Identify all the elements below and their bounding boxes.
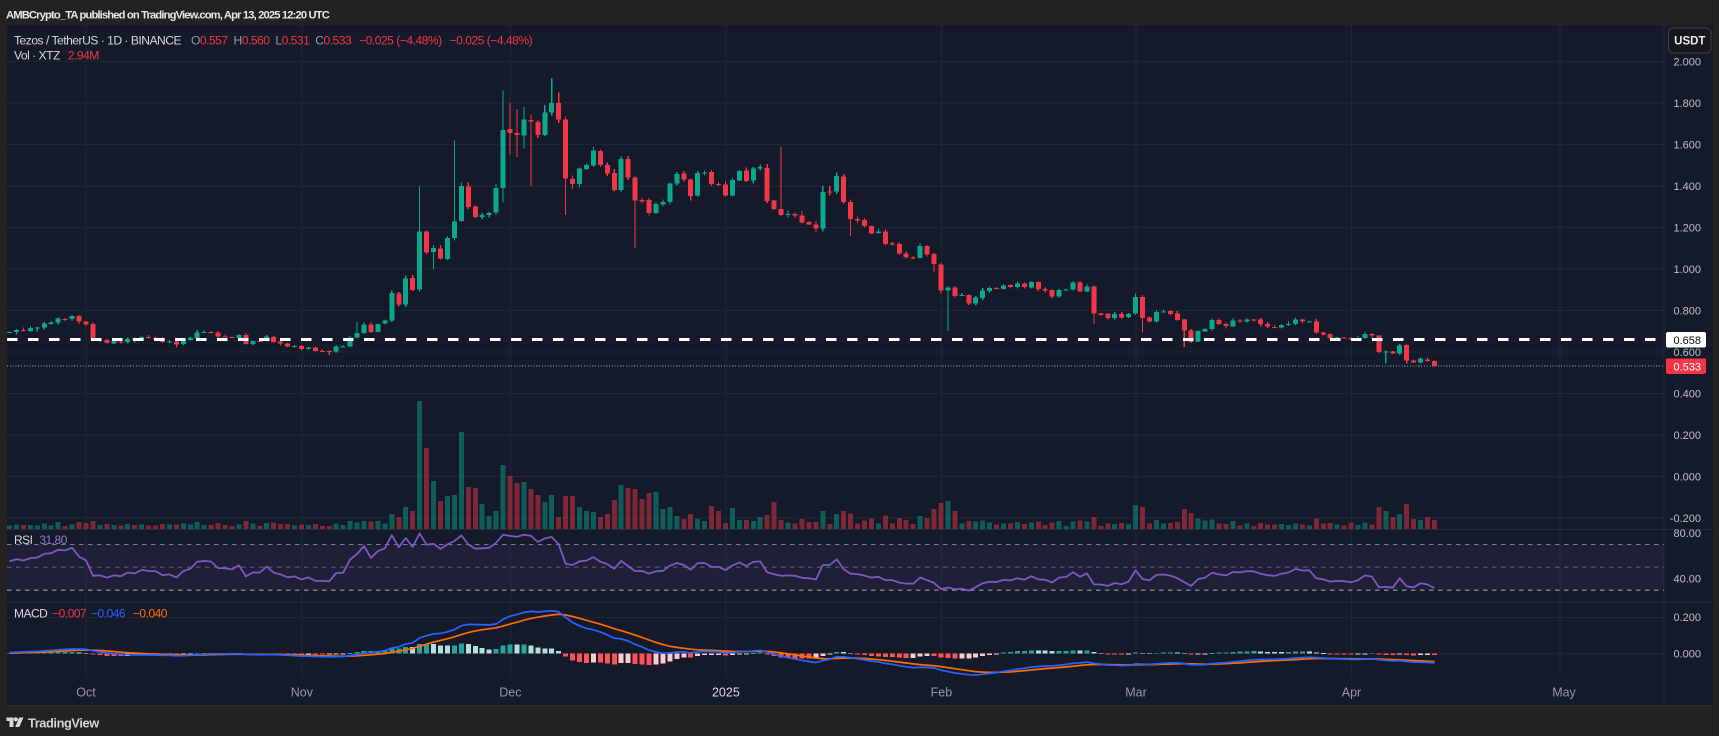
svg-text:0.658: 0.658	[1673, 335, 1701, 347]
svg-text:1.600: 1.600	[1673, 139, 1701, 151]
svg-text:40.00: 40.00	[1673, 574, 1701, 586]
svg-text:1.000: 1.000	[1673, 264, 1701, 276]
svg-text:0.400: 0.400	[1673, 388, 1701, 400]
svg-text:Nov: Nov	[291, 686, 314, 700]
svg-text:USDT: USDT	[1674, 36, 1705, 48]
svg-text:0.600: 0.600	[1673, 347, 1701, 359]
svg-text:Feb: Feb	[931, 686, 953, 700]
svg-text:May: May	[1552, 686, 1576, 700]
svg-text:0.000: 0.000	[1673, 471, 1701, 483]
svg-text:RSI 31.80: RSI 31.80	[14, 533, 68, 547]
svg-text:TradingView: TradingView	[28, 715, 99, 730]
svg-text:Apr: Apr	[1342, 686, 1361, 700]
svg-text:AMBCrypto_TA published on Trad: AMBCrypto_TA published on TradingView.co…	[6, 9, 330, 21]
svg-text:Oct: Oct	[76, 686, 96, 700]
svg-text:0.200: 0.200	[1673, 612, 1701, 624]
svg-text:Tezos / TetherUS · 1D · BINANC: Tezos / TetherUS · 1D · BINANCE O0.557 H…	[14, 33, 533, 47]
svg-text:Mar: Mar	[1125, 686, 1147, 700]
svg-text:0.533: 0.533	[1673, 361, 1701, 373]
svg-text:0.800: 0.800	[1673, 305, 1701, 317]
svg-text:1.800: 1.800	[1673, 98, 1701, 110]
svg-text:0.200: 0.200	[1673, 430, 1701, 442]
svg-text:80.00: 80.00	[1673, 528, 1701, 540]
svg-text:2025: 2025	[712, 686, 740, 700]
svg-text:1.400: 1.400	[1673, 181, 1701, 193]
svg-text:1.200: 1.200	[1673, 222, 1701, 234]
svg-text:0.000: 0.000	[1673, 648, 1701, 660]
svg-text:Dec: Dec	[499, 686, 521, 700]
svg-text:2.000: 2.000	[1673, 56, 1701, 68]
svg-text:MACD −0.007 −0.046 −0.040: MACD −0.007 −0.046 −0.040	[14, 607, 168, 621]
svg-text:Vol · XTZ 2.94M: Vol · XTZ 2.94M	[14, 48, 99, 62]
svg-text:-0.200: -0.200	[1670, 513, 1701, 525]
